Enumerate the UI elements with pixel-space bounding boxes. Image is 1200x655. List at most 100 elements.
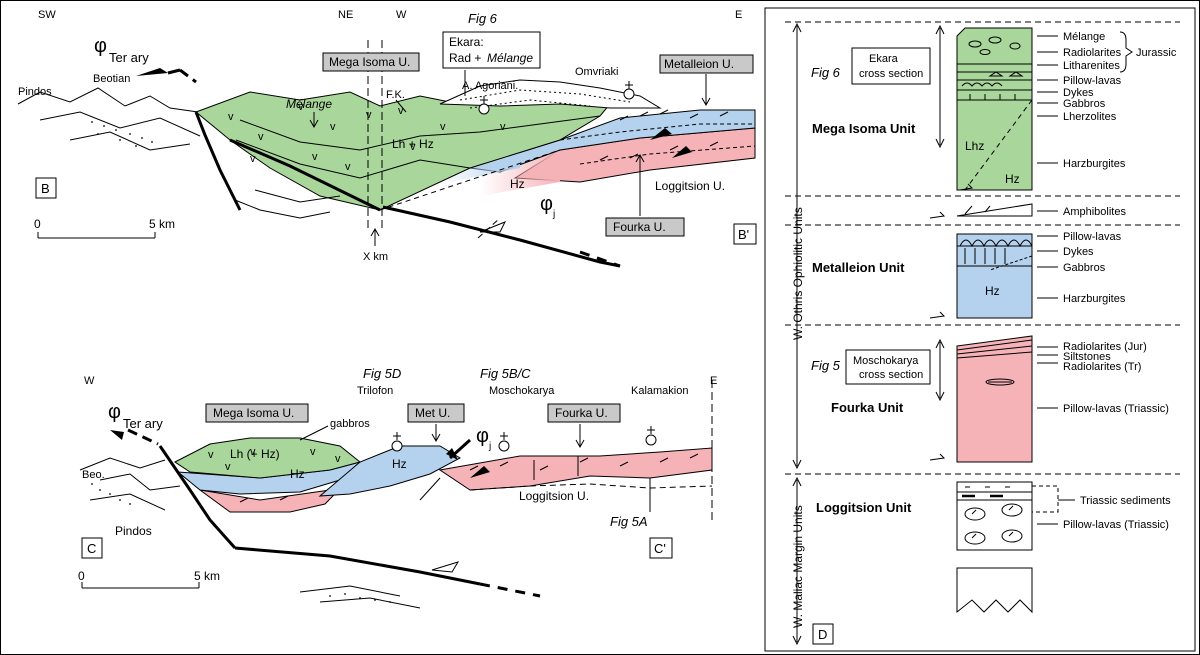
loggitsion-label-c: Loggitsion U. (519, 489, 589, 503)
mega-isoma-label-b: Mega Isoma U. (329, 55, 410, 69)
fk-label: F.K. (386, 89, 405, 101)
direction-ne: NE (338, 9, 353, 21)
x-km-label: X km (363, 251, 388, 263)
direction-w: W (396, 9, 407, 21)
mega-isoma-unit-c (174, 437, 362, 479)
pindos-label: Pindos (18, 86, 52, 98)
layer-label-siltstones: Siltstones (1063, 351, 1111, 363)
fig5a-label: Fig 5A (610, 514, 648, 529)
green-internal-2 (239, 115, 601, 151)
svg-text:v: v (258, 131, 264, 143)
layer-label-radiolarites-tr: Radiolarites (Tr) (1063, 361, 1141, 373)
fourka-box-c (547, 403, 621, 423)
lh-hz-label-c: Lh (+ Hz) (230, 447, 280, 461)
scale-5-c: 5 km (194, 569, 220, 583)
svg-text:v: v (330, 121, 336, 133)
layer-label-dykes: Dykes (1063, 87, 1094, 99)
main-thrust-b (194, 111, 242, 211)
fourka-label-b: Fourka U. (613, 220, 666, 234)
triassic-sediments-label: Triassic sediments (1080, 495, 1171, 507)
tertiary-thrust-dashed (179, 68, 197, 84)
mosch-box-line1: Moschokarya (853, 355, 919, 367)
layer-label-lherzolites: Lherzolites (1063, 111, 1117, 123)
gabbros-label-c: gabbros (330, 418, 370, 430)
jurassic-brace (1119, 31, 1133, 73)
amphibolites-label: Amphibolites (1063, 206, 1126, 218)
fourka-box-b (605, 217, 685, 237)
label-d-box (812, 623, 834, 645)
direction-sw: SW (38, 9, 56, 21)
pindos-label-c: Pindos (115, 524, 152, 538)
village-symbols-c (391, 426, 657, 452)
lower-thrust-b (382, 205, 621, 268)
ekara-box-line2: cross section (859, 68, 923, 80)
label-c: C (87, 541, 96, 556)
metalleion-layer-labels: Pillow-lavas Dykes Gabbros Harzburgites (1063, 231, 1126, 305)
pillow-lavas-triassic-loggitsion: Pillow-lavas (Triassic) (1063, 519, 1169, 531)
mosch-box-line2: cross section (859, 369, 923, 381)
stratigraphic-column-d: W. Othris Ophiolitic Units W. Maliac Mar… (764, 7, 1196, 652)
svg-text:v: v (335, 453, 341, 465)
svg-text:v: v (250, 446, 256, 458)
hz-label-b: Hz (510, 177, 525, 191)
village-symbol-omvriaki (623, 81, 635, 100)
moschokarya-cross-section-box (845, 349, 931, 385)
metalleion-unit-label: Metalleion Unit (812, 260, 905, 275)
fourka-column (956, 335, 1033, 463)
panel-d-frame (764, 7, 1196, 652)
loggitsion-label-b: Loggitsion U. (655, 179, 725, 193)
label-c-box (81, 537, 103, 559)
layer-label-dykes-met: Dykes (1063, 246, 1094, 258)
loggitsion-column (956, 481, 1033, 551)
layer-label-harzburgites-met: Harzburgites (1063, 293, 1126, 305)
label-b-box (35, 177, 57, 199)
fourka-layer-labels: Radiolarites (Jur) Siltstones Radiolarit… (1063, 341, 1169, 415)
pindos-surface (17, 87, 199, 113)
layer-label-pillow-lavas-tr: Pillow-lavas (Triassic) (1063, 403, 1169, 415)
phi-j-symbol-c: φ (476, 425, 489, 447)
village-symbol-agoriani (478, 96, 490, 115)
moschokarya-label: Moschokarya (489, 385, 555, 397)
cross-section-c: W E Fig 5D Trilofon Fig 5B/C Moschokarya… (78, 366, 717, 609)
lower-thrust-arrow-b (479, 221, 507, 233)
phi-j-symbol-b: φ (540, 193, 553, 215)
metalleion-column (956, 233, 1033, 319)
phi-tertiary-symbol: φ (94, 35, 107, 57)
svg-text:v: v (228, 111, 234, 123)
metalleion-thrust-arrow (650, 128, 672, 140)
ekara-line2a: Rad + (449, 51, 481, 65)
main-thrust-c (158, 445, 237, 549)
a-agoriani-label: A. Agoriani. (462, 80, 518, 92)
beotian-label: Beotian (93, 73, 130, 85)
metalleion-unit-b (469, 109, 756, 173)
loggitsion-unit-label: Loggitsion Unit (816, 500, 912, 515)
hz-label-c-2: Hz (392, 457, 407, 471)
kalamakion-label: Kalamakion (631, 385, 688, 397)
direction-w-c: W (84, 375, 95, 387)
svg-text:v: v (398, 105, 404, 117)
pindos-dots (91, 121, 153, 147)
pindos-fold-2 (69, 131, 191, 151)
svg-text:v: v (345, 161, 351, 173)
beo-label: Beo. (82, 469, 105, 481)
dyke-dashes-b (599, 109, 729, 161)
metalleion-label-b: Metalleion U. (664, 57, 734, 71)
svg-text:v: v (298, 101, 304, 113)
loggitsion-base (956, 567, 1033, 614)
margin-units-label: W. Maliac Margin Units (791, 505, 805, 628)
svg-text:v: v (500, 121, 506, 133)
svg-text:v: v (250, 153, 256, 165)
jurassic-label: Jurassic (1136, 47, 1177, 59)
layer-label-radiolarites: Radiolarites (1063, 47, 1122, 59)
label-c-prime-box (649, 537, 673, 559)
layer-label-gabbros-met: Gabbros (1063, 262, 1106, 274)
amphibolite-wedge (956, 203, 1033, 217)
mega-isoma-box-c (205, 403, 309, 423)
green-internal-1 (235, 139, 471, 179)
phi-j-sub-c: j (488, 441, 491, 452)
ekara-line2b: Mélange (487, 51, 533, 65)
mega-isoma-box-b (322, 52, 420, 72)
layer-label-gabbros: Gabbros (1063, 98, 1106, 110)
mega-isoma-unit-label: Mega Isoma Unit (812, 121, 916, 136)
scale-bar-b (37, 232, 156, 239)
